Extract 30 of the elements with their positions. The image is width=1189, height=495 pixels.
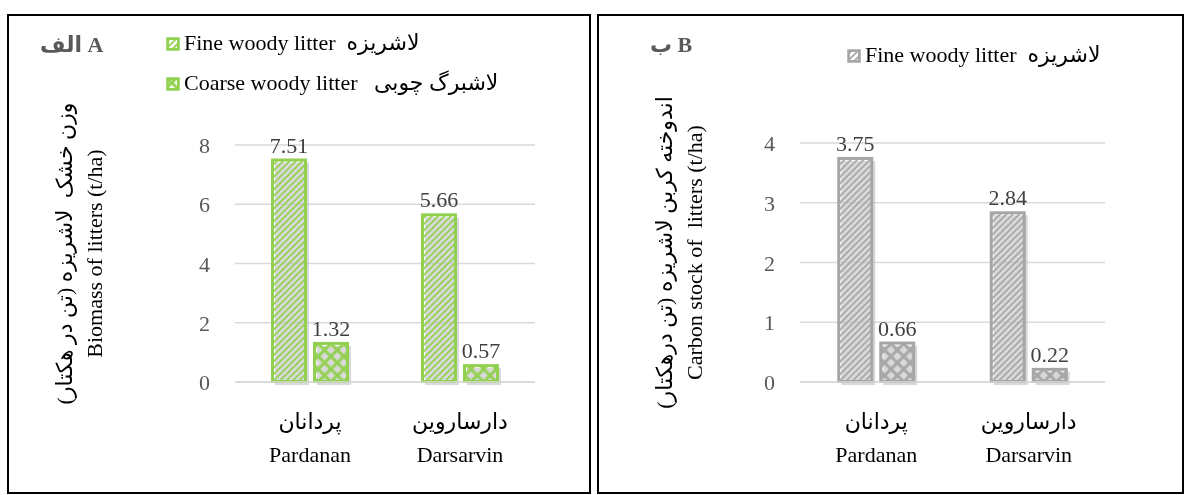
bar bbox=[313, 341, 349, 383]
chart-title: ب B bbox=[650, 32, 693, 57]
y-tick-label: 4 bbox=[764, 131, 775, 156]
bar bbox=[837, 156, 874, 383]
legend-label: Fine woody litter لاشریزه bbox=[865, 42, 1101, 67]
y-tick-label: 8 bbox=[199, 133, 210, 158]
y-tick-label: 1 bbox=[764, 310, 775, 336]
data-label: 0.22 bbox=[1030, 341, 1069, 367]
chart-title: الف A bbox=[40, 32, 104, 57]
bar bbox=[421, 213, 457, 383]
y-tick-label: 4 bbox=[199, 251, 210, 277]
data-label: 0.66 bbox=[878, 315, 917, 341]
bar bbox=[989, 211, 1026, 383]
data-label: 7.51 bbox=[269, 132, 309, 158]
y-tick-label: 0 bbox=[199, 370, 210, 395]
data-label: 3.75 bbox=[836, 130, 875, 156]
bar bbox=[879, 341, 916, 383]
legend-label: Fine woody litter لاشریزه bbox=[184, 30, 420, 55]
data-label: 0.57 bbox=[461, 338, 501, 364]
y-tick-label: 3 bbox=[764, 190, 775, 216]
y-tick-label: 0 bbox=[764, 370, 775, 395]
y-tick-label: 2 bbox=[764, 250, 775, 276]
legend-label: Coarse woody litter لاشبرگ چوبی bbox=[184, 70, 499, 95]
data-label: 1.32 bbox=[311, 315, 351, 341]
y-tick-label: 2 bbox=[199, 310, 210, 336]
y-tick-label: 6 bbox=[199, 192, 210, 218]
bar bbox=[271, 158, 307, 383]
data-label: 5.66 bbox=[419, 187, 459, 213]
data-label: 2.84 bbox=[988, 185, 1027, 211]
bar bbox=[463, 364, 499, 383]
